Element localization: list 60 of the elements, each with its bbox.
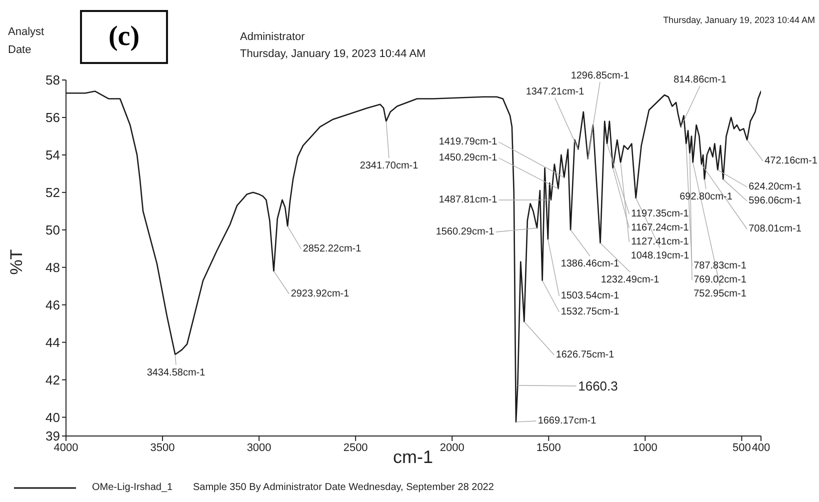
annotation: 1048.19cm-1 [630,250,690,262]
y-tick-label: 48 [46,260,60,275]
annotation: 1347.21cm-1 [526,86,585,98]
annotation: 692.80cm-1 [680,192,733,202]
annotation: 1386.46cm-1 [560,258,620,270]
x-tick-label: 2000 [440,442,464,454]
annotation: 1503.54cm-1 [560,290,620,302]
x-tick-label: 400 [752,442,770,454]
annotation: 752.95cm-1 [694,288,747,300]
annotation: 1450.29cm-1 [438,152,498,164]
annotation: 787.83cm-1 [694,260,747,272]
annotation: 1487.81cm-1 [438,194,498,206]
text: Analyst [8,26,44,40]
annotation: 1419.79cm-1 [438,136,498,148]
annotation: 1197.35cm-1 [631,208,690,220]
annotation: 1660.3 [578,378,618,394]
y-tick-label: 54 [46,148,60,163]
x-tick-label: 500 [732,442,751,454]
x-axis-title: cm-1 [393,447,433,467]
annotation: 1127.41cm-1 [631,236,690,248]
x-tick-label: 3000 [246,442,272,454]
annotation: 624.20cm-1 [748,182,802,192]
annotation: 769.02cm-1 [694,274,747,286]
y-axis-title: %T [7,249,26,275]
x-tick-label: 1000 [632,442,658,454]
chart-title: (c) [80,10,168,64]
annotation: 596.06cm-1 [748,196,802,206]
text: OMe-Lig-Irshad_1 [92,482,173,493]
y-tick-label: 52 [46,185,60,200]
annotation: 1167.24cm-1 [631,222,690,234]
annotation: 708.01cm-1 [748,224,802,234]
y-tick-label: 44 [46,334,60,350]
x-tick-label: 2500 [343,442,368,454]
annotation: 1296.85cm-1 [570,70,630,82]
annotation: 1532.75cm-1 [560,306,620,318]
text: Thursday, January 19, 2023 10:44 AM [240,48,426,62]
x-tick-label: 3500 [150,442,175,454]
y-tick-label: 46 [46,297,60,312]
y-tick-label: 50 [46,222,60,238]
text: Administrator [240,31,305,44]
annotation: 472.16cm-1 [764,156,818,166]
annotation: 2341.70cm-1 [360,160,419,172]
annotation: 1669.17cm-1 [538,416,597,426]
annotation: 2923.92cm-1 [290,288,350,300]
text: Date [8,44,32,58]
y-tick-label: 39 [46,428,60,444]
annotation: 1626.75cm-1 [556,350,615,360]
y-tick-label: 40 [46,410,60,425]
annotation: 1560.29cm-1 [436,226,495,238]
annotation: 1232.49cm-1 [600,274,660,286]
text: Sample 350 By Administrator Date Wednesday, September 28 2022 [193,482,494,494]
text: Thursday, January 19, 2023 10:44 AM [663,15,815,26]
x-tick-label: 1500 [536,442,561,454]
y-tick-label: 42 [46,372,60,388]
annotation: 814.86cm-1 [674,74,727,86]
annotation: 2852.22cm-1 [302,244,362,254]
y-tick-label: 56 [46,110,60,126]
annotation: 3434.58cm-1 [146,368,206,378]
y-tick-label: 58 [46,72,60,88]
x-tick-label: 4000 [54,442,78,454]
